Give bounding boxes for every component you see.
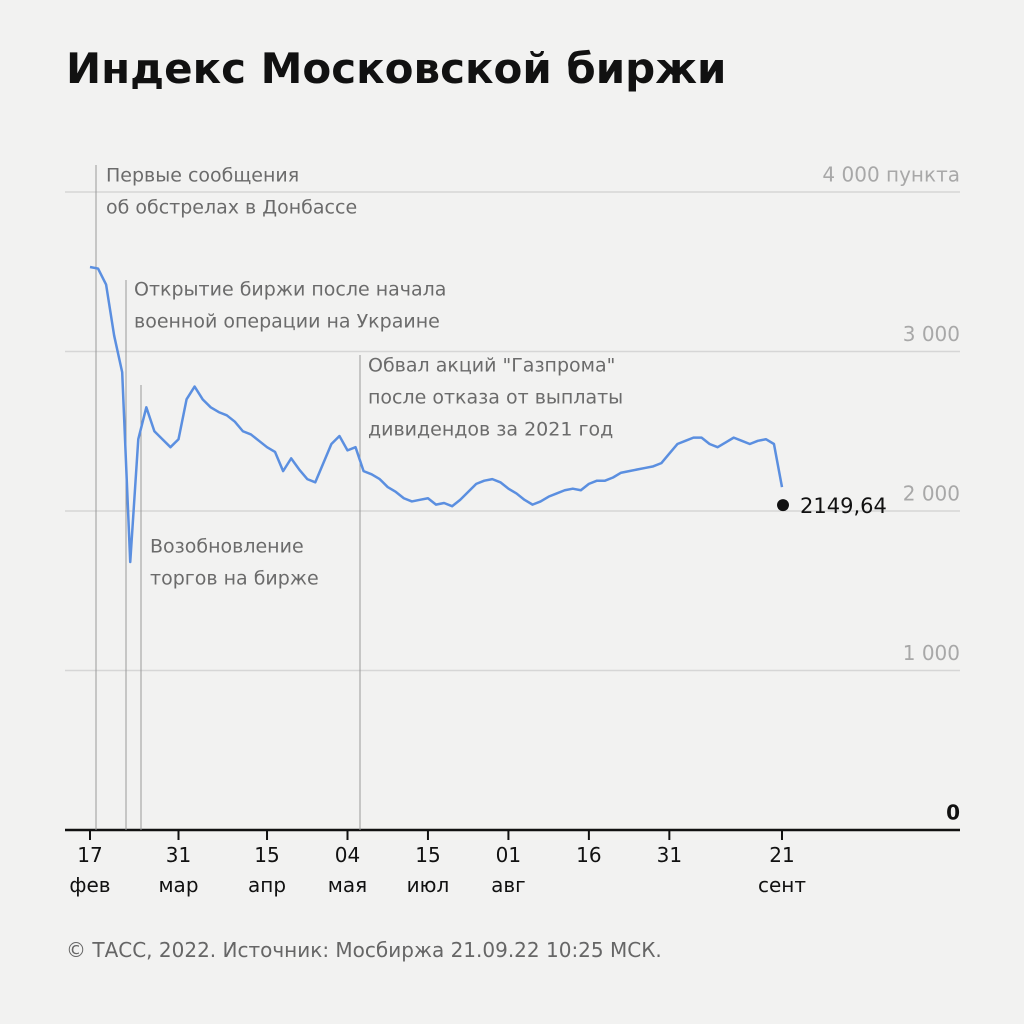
line (89, 265, 784, 564)
x-tick-label: 04 мая (327, 843, 368, 897)
x-tick-label: 15 июл (406, 843, 450, 897)
x-tick-label: 17 фев (69, 843, 111, 897)
annotation-text: дивидендов за 2021 год (368, 419, 613, 441)
y-tick-label: 0 (946, 801, 960, 825)
x-tick-label: 15 апр (248, 843, 287, 897)
x-tick-label: 16 (576, 843, 602, 867)
end-label: 2149,64 (800, 494, 887, 518)
annotation-text: об обстрелах в Донбассе (106, 197, 357, 219)
annotation-text: Открытие биржи после начала (134, 279, 446, 301)
end-point (777, 499, 789, 512)
x-tick-label: 01 авг (491, 843, 526, 897)
chart-title: Индекс Московской биржи (66, 44, 727, 93)
y-tick-label: 1 000 (903, 641, 960, 665)
x-tick-label: 21 сент (757, 843, 807, 897)
annotation-text: Обвал акций "Газпрома" (368, 355, 615, 377)
y-tick-label: 2 000 (903, 482, 960, 506)
annotation-text: Первые сообщения (106, 165, 299, 187)
x-tick-label: 31 мар (158, 843, 199, 897)
y-tick-label: 3 000 (903, 322, 960, 346)
annotation-text: после отказа от выплаты (368, 387, 623, 409)
source: © ТАСС, 2022. Источник: Мосбиржа 21.09.2… (66, 938, 662, 962)
annotation-text: Возобновление (150, 536, 304, 558)
annotation-text: торгов на бирже (150, 568, 319, 590)
annotation-text: военной операции на Украине (134, 311, 440, 333)
x-tick-label: 31 (656, 843, 683, 867)
y-tick-label: 4 000 пункта (822, 163, 960, 187)
